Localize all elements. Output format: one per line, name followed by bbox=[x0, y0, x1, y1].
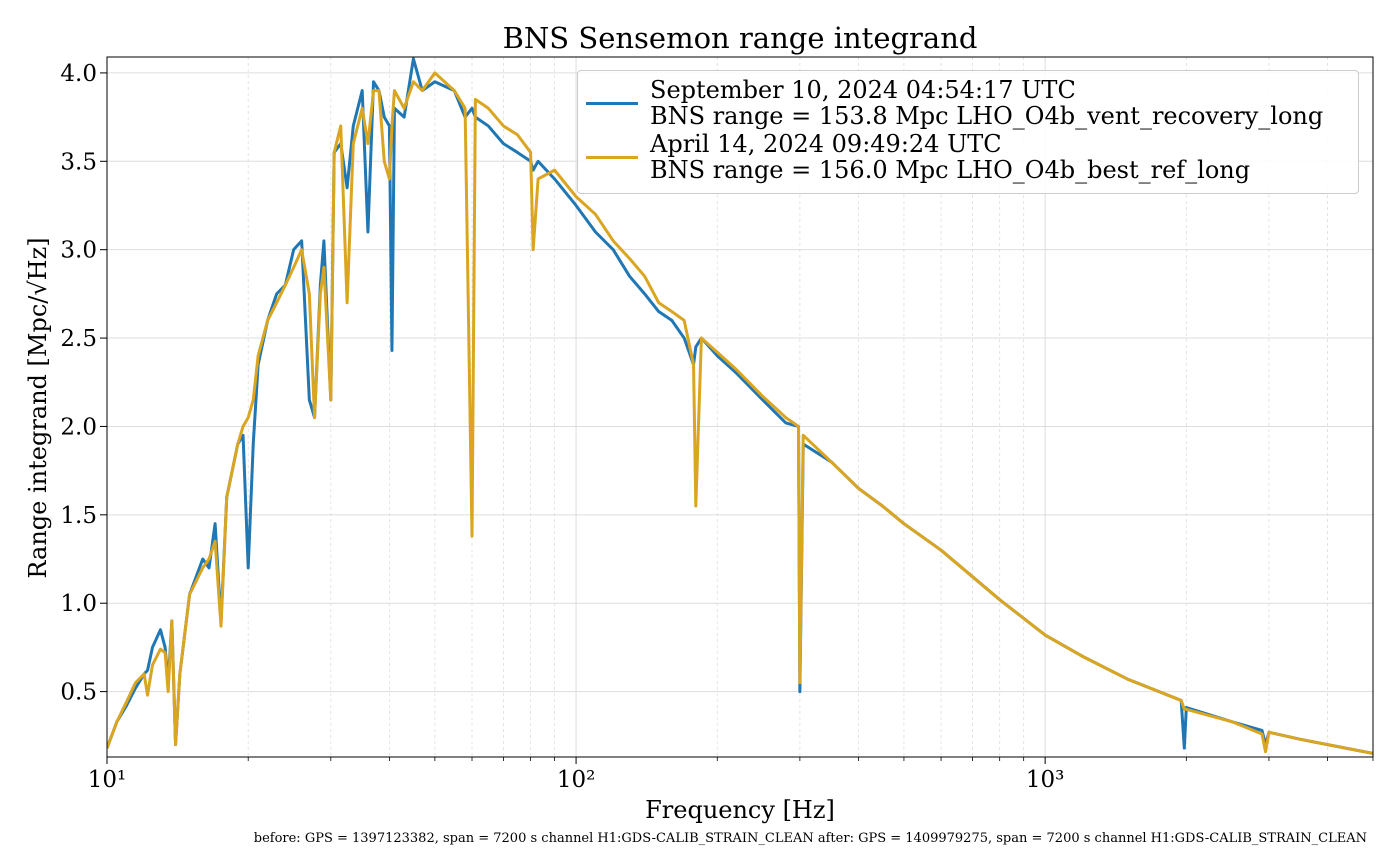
y-tick-label: 2.5 bbox=[60, 326, 97, 352]
y-tick-label: 3.5 bbox=[60, 149, 97, 175]
plot-frame bbox=[106, 56, 1374, 758]
chart-title: BNS Sensemon range integrand bbox=[503, 21, 978, 55]
legend-entry: April 14, 2024 09:49:24 UTC BNS range = … bbox=[586, 131, 1350, 183]
footnote: before: GPS = 1397123382, span = 7200 s … bbox=[254, 831, 1367, 846]
legend-label: September 10, 2024 04:54:17 UTC BNS rang… bbox=[650, 76, 1324, 130]
y-tick-label: 4.0 bbox=[60, 61, 97, 87]
y-tick-label: 0.5 bbox=[60, 680, 97, 706]
y-tick-label: 3.0 bbox=[60, 238, 97, 264]
legend-label: April 14, 2024 09:49:24 UTC BNS range = … bbox=[650, 130, 1251, 184]
legend-entry: September 10, 2024 04:54:17 UTC BNS rang… bbox=[586, 77, 1350, 129]
series-line bbox=[107, 71, 1373, 755]
x-tick-label: 10¹ bbox=[88, 767, 127, 793]
lines bbox=[107, 57, 1373, 755]
y-tick-label: 2.0 bbox=[60, 414, 97, 440]
x-axis-label: Frequency [Hz] bbox=[645, 796, 835, 824]
legend-swatch bbox=[586, 155, 638, 159]
axes: 10¹ 10² 10³ 0.5 1.0 1.5 2.0 2.5 3.0 3.5 4.0 bbox=[60, 56, 1374, 793]
x-tick-label: 10² bbox=[557, 767, 596, 793]
y-tick-label: 1.5 bbox=[60, 503, 97, 529]
legend-swatch bbox=[586, 101, 638, 105]
y-axis-label: Range integrand [Mpc/√Hz] bbox=[24, 237, 52, 578]
legend: September 10, 2024 04:54:17 UTC BNS rang… bbox=[577, 70, 1359, 194]
y-tick-label: 1.0 bbox=[60, 591, 97, 617]
x-tick-label: 10³ bbox=[1026, 767, 1065, 793]
